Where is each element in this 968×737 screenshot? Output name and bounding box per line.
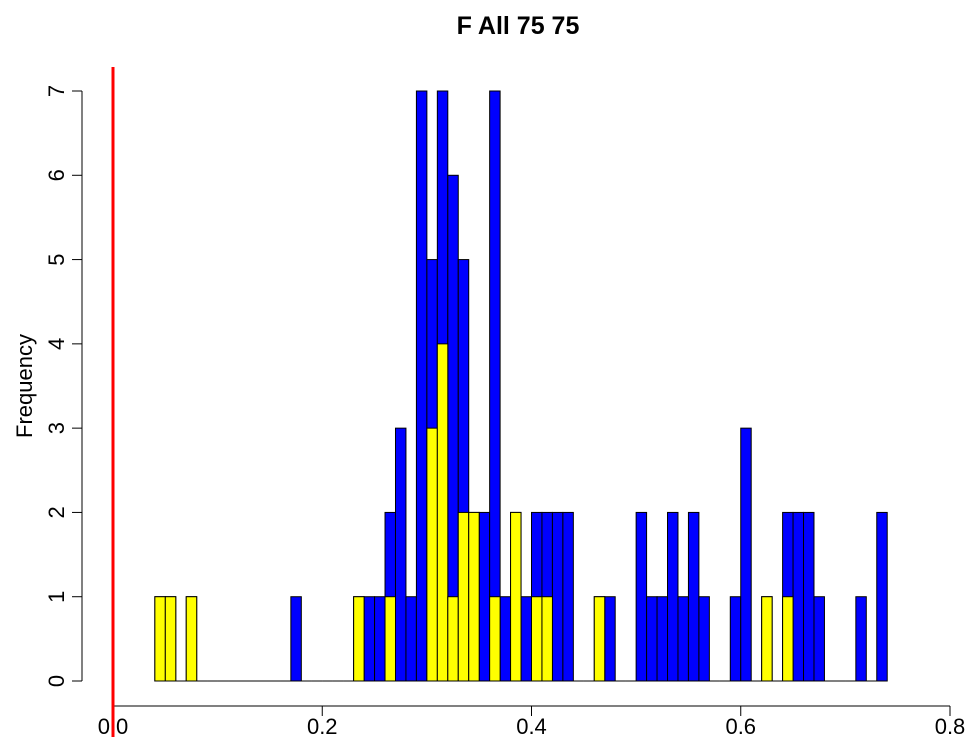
bar <box>541 596 553 682</box>
bar <box>447 596 459 682</box>
bar <box>646 596 658 682</box>
bar <box>656 596 669 682</box>
y-axis-label: Frequency <box>12 334 37 438</box>
y-tick-label: 5 <box>44 253 69 265</box>
bar <box>489 596 501 682</box>
bar <box>740 427 752 682</box>
bar <box>154 596 166 682</box>
y-tick-label: 6 <box>44 169 69 181</box>
bar <box>855 596 867 682</box>
x-tick-label: 0.6 <box>725 714 756 737</box>
bar <box>468 511 480 682</box>
bar <box>562 511 574 682</box>
bar <box>635 511 648 682</box>
bar <box>394 427 407 682</box>
bar <box>792 511 805 682</box>
bar <box>729 596 742 682</box>
y-tick-label: 7 <box>44 85 69 97</box>
bar <box>551 511 564 682</box>
bar <box>436 343 449 682</box>
bar <box>374 596 386 682</box>
y-tick-label: 1 <box>44 591 69 603</box>
x-tick-label: 0.2 <box>307 714 338 737</box>
bar <box>478 511 491 682</box>
bar <box>698 596 710 682</box>
y-tick-label: 3 <box>44 422 69 434</box>
bar <box>531 596 543 682</box>
bar <box>353 596 365 682</box>
bar <box>761 596 773 682</box>
x-tick-label: 0.8 <box>935 714 966 737</box>
bar <box>290 596 302 682</box>
bar <box>499 596 512 682</box>
y-tick-label: 4 <box>44 338 69 350</box>
bar <box>384 596 396 682</box>
bar <box>782 596 794 682</box>
bar <box>426 427 438 682</box>
bar <box>803 511 815 682</box>
bar <box>813 596 825 682</box>
bar <box>876 511 888 682</box>
bar <box>677 596 689 682</box>
bar <box>510 511 522 682</box>
bar <box>415 90 428 682</box>
chart-title: F All 75 75 <box>457 12 580 40</box>
bar <box>593 596 606 682</box>
bar <box>363 596 376 682</box>
bar <box>457 511 470 682</box>
bar <box>667 511 679 682</box>
bar <box>604 596 616 682</box>
bar <box>164 596 177 682</box>
bar <box>489 90 501 682</box>
bar <box>687 511 700 682</box>
bar <box>520 596 532 682</box>
bar <box>405 596 417 682</box>
y-tick-label: 2 <box>44 506 69 518</box>
y-tick-label: 0 <box>44 675 69 687</box>
x-tick-label: 0.4 <box>516 714 547 737</box>
bar <box>185 596 198 682</box>
